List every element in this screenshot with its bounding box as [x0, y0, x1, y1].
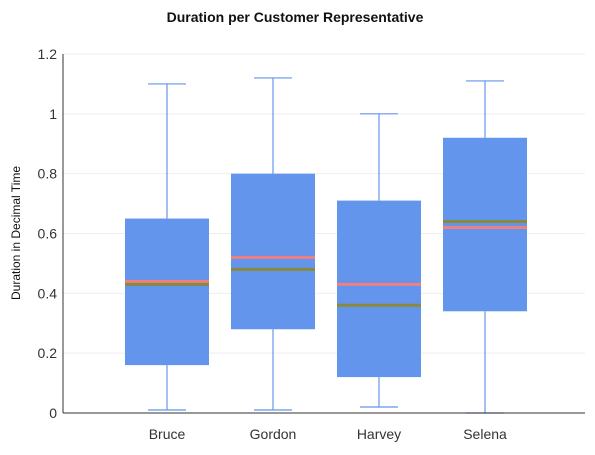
box-series — [125, 77, 527, 414]
y-tick-labels: 0 0.2 0.4 0.6 0.8 1 1.2 — [38, 46, 58, 421]
box-selena — [443, 80, 527, 414]
category-label-selena: Selena — [463, 426, 507, 442]
y-tick-label-4: 0.8 — [38, 166, 58, 182]
y-tick-label-5: 1 — [49, 106, 57, 122]
category-label-bruce: Bruce — [149, 426, 186, 442]
y-tick-label-0: 0 — [49, 405, 57, 421]
category-label-harvey: Harvey — [357, 426, 401, 442]
box-gordon — [231, 77, 315, 411]
y-axis-label: Duration in Decimal Time — [9, 166, 23, 300]
iqr-box-harvey — [337, 200, 421, 378]
box-harvey — [337, 113, 421, 408]
axes — [62, 54, 585, 414]
iqr-box-selena — [443, 137, 527, 312]
iqr-box-gordon — [231, 173, 315, 330]
box-bruce — [125, 83, 209, 411]
iqr-box-bruce — [125, 218, 209, 366]
y-tick-label-3: 0.6 — [38, 226, 58, 242]
y-tick-label-2: 0.4 — [38, 285, 58, 301]
y-tick-label-6: 1.2 — [38, 46, 58, 62]
category-label-gordon: Gordon — [250, 426, 297, 442]
chart-title: Duration per Customer Representative — [167, 9, 424, 25]
y-tick-label-1: 0.2 — [38, 345, 58, 361]
category-labels: Bruce Gordon Harvey Selena — [149, 426, 507, 442]
